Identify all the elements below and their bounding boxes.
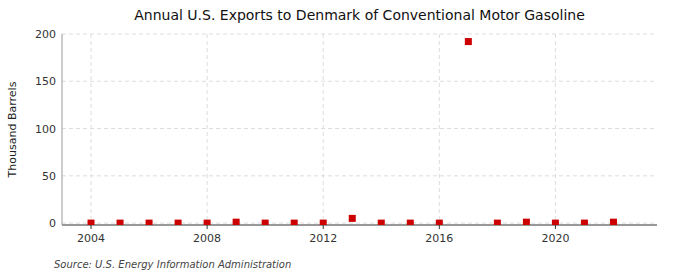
- source-note: Source: U.S. Energy Information Administ…: [54, 259, 291, 270]
- chart-container: 2004 2008 2012 2016 2020 0 50 100 150 200 Thousand…: [0, 0, 675, 275]
- point: [175, 220, 182, 225]
- point: [465, 38, 472, 45]
- y-axis-line: [62, 34, 63, 225]
- point: [581, 220, 588, 225]
- point: [523, 219, 530, 225]
- grid: [62, 34, 657, 225]
- x-tick: [207, 225, 208, 229]
- grid-line-x: [91, 34, 92, 225]
- grid-line-y: [62, 175, 657, 176]
- x-tick: [555, 225, 556, 229]
- point: [117, 220, 124, 225]
- point: [610, 219, 617, 225]
- chart-svg: 2004 2008 2012 2016 2020 0 50 100 150 200 Thousand…: [0, 0, 675, 275]
- point: [349, 215, 356, 222]
- point: [262, 220, 269, 225]
- point: [233, 219, 240, 225]
- y-tick-label: 50: [42, 170, 56, 183]
- y-tick-label: 200: [35, 28, 56, 41]
- chart-title: Annual U.S. Exports to Denmark of Conven…: [134, 7, 585, 23]
- x-tick-label: 2020: [541, 232, 569, 245]
- x-tick-label: 2016: [425, 232, 453, 245]
- x-tick: [91, 225, 92, 229]
- grid-line-y: [62, 128, 657, 129]
- point: [378, 220, 385, 225]
- grid-line-y: [62, 34, 657, 35]
- point: [204, 220, 211, 225]
- x-tick-label: 2012: [309, 232, 337, 245]
- point: [146, 220, 153, 225]
- grid-line-x: [207, 34, 208, 225]
- point: [88, 220, 95, 225]
- grid-line-x: [439, 34, 440, 225]
- point: [494, 220, 501, 225]
- point: [291, 220, 298, 225]
- y-axis-label: Thousand Barrels: [6, 81, 19, 178]
- grid-line-x: [323, 34, 324, 225]
- point: [436, 220, 443, 225]
- x-tick-label: 2004: [77, 232, 105, 245]
- point: [552, 220, 559, 225]
- y-tick-label: 150: [35, 75, 56, 88]
- y-tick-label: 0: [49, 217, 56, 230]
- axes: 2004 2008 2012 2016 2020 0 50 100 150 200: [35, 28, 657, 245]
- point: [407, 220, 414, 225]
- point: [320, 220, 327, 225]
- y-tick-label: 100: [35, 123, 56, 136]
- x-tick: [439, 225, 440, 229]
- marks: [88, 38, 617, 225]
- grid-line-x: [555, 34, 556, 225]
- x-tick-label: 2008: [193, 232, 221, 245]
- x-tick: [323, 225, 324, 229]
- grid-line-y: [62, 81, 657, 82]
